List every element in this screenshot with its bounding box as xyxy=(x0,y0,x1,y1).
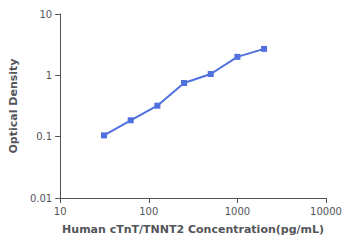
svg-text:1: 1 xyxy=(46,70,52,81)
svg-text:Optical Density: Optical Density xyxy=(7,59,20,154)
svg-text:10: 10 xyxy=(54,206,67,217)
svg-text:0.01: 0.01 xyxy=(30,193,52,204)
svg-text:10000: 10000 xyxy=(310,206,342,217)
svg-text:Human cTnT/TNNT2 Concentration: Human cTnT/TNNT2 Concentration(pg/mL) xyxy=(62,223,324,236)
svg-text:0.1: 0.1 xyxy=(36,131,52,142)
svg-text:1000: 1000 xyxy=(225,206,250,217)
svg-text:100: 100 xyxy=(139,206,158,217)
svg-text:10: 10 xyxy=(39,9,52,20)
